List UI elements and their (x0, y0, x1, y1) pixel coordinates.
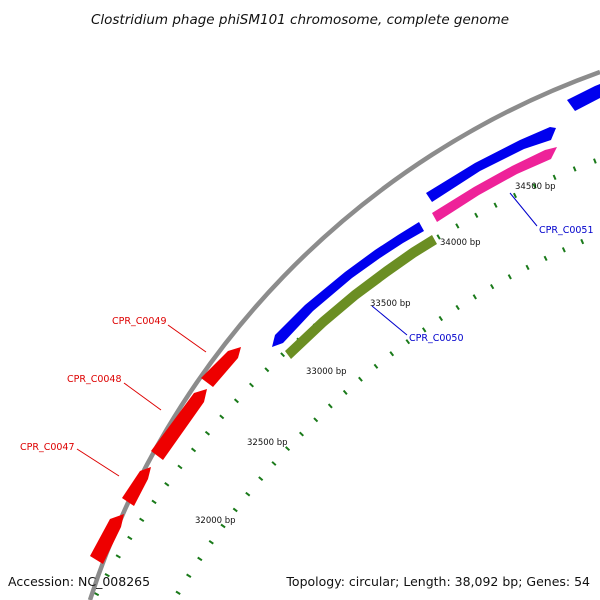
inner-tick-19 (197, 556, 203, 562)
outer-tick-21 (164, 481, 170, 487)
outer-tick-39 (455, 223, 460, 229)
outer-tick-18 (127, 535, 133, 541)
gene-arrow-cpr-c0047 (122, 467, 151, 506)
outer-tick-28 (264, 367, 270, 373)
tick-label-34500: 34500 bp (515, 182, 556, 192)
leader-cpr-c0050 (371, 305, 408, 336)
leader-cpr-c0047 (76, 448, 120, 477)
genome-summary-text: Topology: circular; Length: 38,092 bp; G… (285, 574, 590, 589)
inner-tick-24 (258, 476, 264, 482)
ruler-ticks (93, 158, 597, 597)
forward-strand-genes (272, 127, 556, 347)
inner-tick-17 (175, 590, 181, 595)
gene-arrow-cpr-c0050 (272, 222, 424, 347)
inner-tick-28 (313, 417, 319, 423)
gene-arrow-upper-right (567, 84, 600, 111)
label-leaders (76, 192, 538, 477)
gene-label-cpr-c0047: CPR_C0047 (20, 442, 75, 453)
inner-tick-34 (405, 339, 411, 345)
gene-arrow-cpr-c0046 (90, 514, 124, 564)
inner-tick-27 (299, 431, 304, 437)
outer-tick-27 (249, 382, 254, 388)
gene-arrow-cpr-c0051 (426, 127, 556, 202)
outer-tick-44 (552, 174, 557, 180)
gene-label-cpr-c0048: CPR_C0048 (67, 374, 122, 385)
inner-tick-41 (525, 264, 530, 271)
outer-tick-43 (532, 183, 537, 189)
outer-tick-42 (513, 192, 517, 199)
genome-backbone (87, 69, 600, 600)
leader-cpr-c0051 (509, 192, 538, 227)
outer-tick-23 (190, 447, 197, 453)
inner-tick-39 (490, 283, 495, 290)
orf-green (285, 235, 437, 359)
inner-tick-30 (342, 389, 348, 395)
tick-label-34000: 34000 bp (440, 238, 481, 248)
gene-arrow-cpr-c0049 (201, 347, 241, 387)
tick-label-33500: 33500 bp (370, 299, 411, 309)
inner-tick-36 (438, 315, 444, 322)
outer-tick-17 (115, 554, 121, 559)
reverse-strand-genes (90, 84, 600, 564)
outer-tick-22 (177, 464, 183, 470)
outer-tick-40 (474, 212, 479, 218)
gene-label-cpr-c0050: CPR_C0050 (409, 333, 464, 344)
orf-pink (432, 147, 557, 222)
inner-tick-37 (455, 304, 460, 311)
accession-text: Accession: NC_008265 (8, 574, 150, 589)
outer-tick-26 (233, 398, 239, 404)
outer-tick-38 (436, 234, 441, 240)
inner-tick-33 (389, 351, 395, 357)
outer-tick-20 (151, 499, 157, 505)
inner-tick-25 (271, 461, 277, 466)
inner-tick-21 (220, 523, 226, 529)
ruler-tick-labels: 32000 bp 32500 bp 33000 bp 33500 bp 34000 bp… (195, 182, 556, 526)
inner-tick-29 (327, 403, 333, 409)
inner-features (285, 147, 557, 359)
outer-tick-41 (493, 202, 498, 208)
outer-tick-45 (572, 166, 577, 172)
inner-tick-23 (245, 491, 251, 497)
leader-cpr-c0049 (167, 324, 207, 353)
outer-tick-46 (593, 158, 597, 164)
outer-tick-16 (104, 573, 110, 578)
outer-tick-29 (280, 352, 286, 358)
inner-tick-32 (373, 363, 379, 369)
outer-tick-15 (93, 592, 100, 597)
gene-arrow-cpr-c0048 (151, 389, 207, 460)
tick-label-32000: 32000 bp (195, 516, 236, 526)
inner-tick-22 (232, 507, 238, 513)
outer-tick-24 (204, 430, 211, 436)
inner-tick-42 (543, 255, 548, 262)
outer-tick-25 (219, 414, 225, 420)
inner-tick-31 (358, 376, 363, 382)
tick-label-33000: 33000 bp (306, 367, 347, 377)
tick-label-32500: 32500 bp (247, 438, 288, 448)
inner-tick-43 (561, 247, 566, 253)
inner-tick-26 (285, 446, 291, 452)
inner-tick-35 (421, 327, 427, 333)
gene-labels: CPR_C0047 CPR_C0048 CPR_C0049 CPR_C0050 … (20, 225, 594, 453)
leader-cpr-c0048 (123, 382, 162, 411)
outer-tick-19 (139, 517, 145, 523)
gene-label-cpr-c0051: CPR_C0051 (539, 225, 594, 236)
inner-tick-40 (507, 274, 512, 280)
inner-tick-44 (580, 238, 585, 245)
inner-tick-18 (186, 573, 192, 578)
gene-label-cpr-c0049: CPR_C0049 (112, 316, 167, 327)
inner-tick-20 (208, 539, 214, 545)
inner-tick-38 (472, 294, 477, 300)
map-title: Clostridium phage phiSM101 chromosome, c… (91, 12, 509, 28)
